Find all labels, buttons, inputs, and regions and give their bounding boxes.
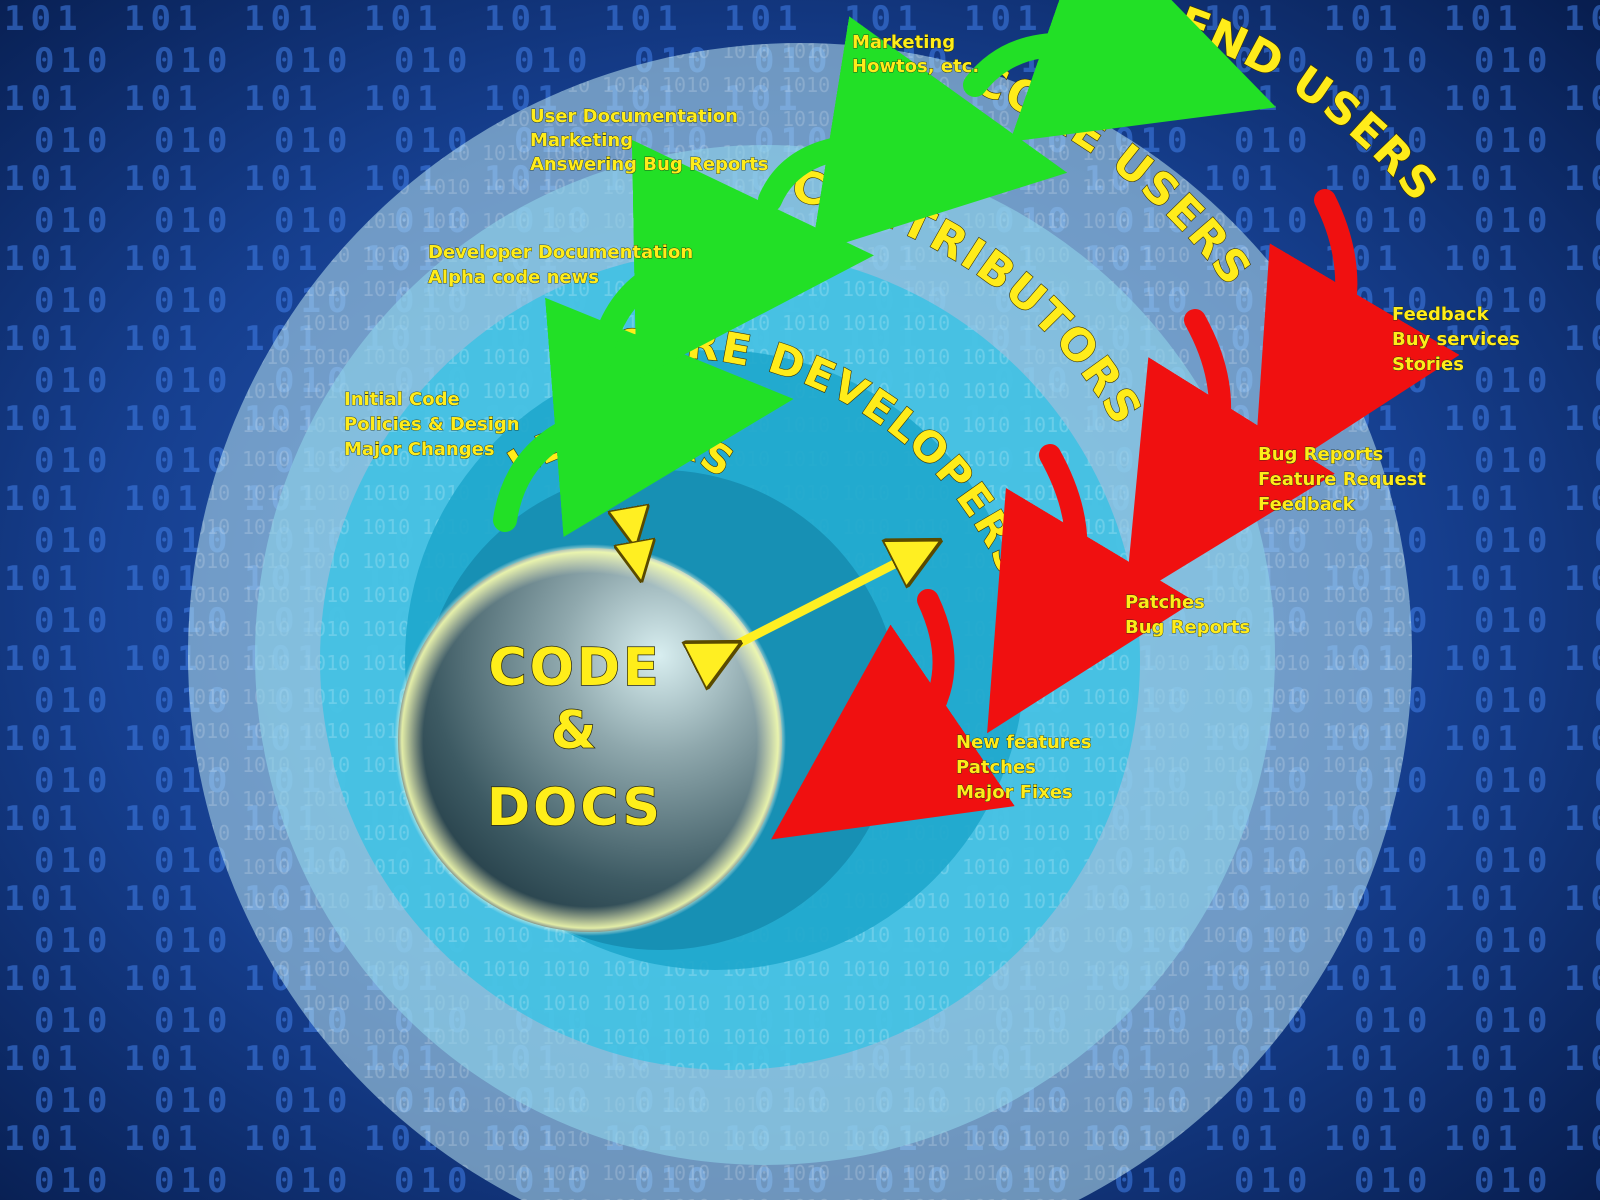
core-line-ampersand: & [551, 701, 599, 761]
core-line-code: CODE [488, 638, 661, 698]
note-line: Feature Request [1258, 469, 1426, 490]
note-line: Howtos, etc. [852, 56, 979, 77]
note-line: Feedback [1258, 494, 1356, 515]
note-line: Major Fixes [956, 782, 1073, 803]
note-line: Developer Documentation [428, 242, 693, 263]
note-line: Alpha code news [428, 267, 599, 288]
note-line: Answering Bug Reports [530, 154, 769, 175]
note-line: User Documentation [530, 106, 738, 127]
red-curved-arrow-icon [1253, 189, 1460, 489]
note-line: Patches [956, 757, 1036, 778]
red-curved-arrow-icon [987, 444, 1195, 734]
note-core-developers-to-leaders: New features Patches Major Fixes [956, 732, 1092, 804]
green-curved-arrow-icon [588, 139, 874, 380]
note-end-users-to-core-users: Feedback Buy services Stories [1392, 304, 1521, 376]
note-core-users-to-end-users: Marketing Howtos, etc. [852, 32, 980, 78]
note-line: Stories [1392, 354, 1464, 375]
note-line: Patches [1125, 592, 1205, 613]
red-curved-arrow-icon [1125, 309, 1335, 602]
core-line-docs: DOCS [487, 778, 663, 838]
note-line: New features [956, 732, 1092, 753]
note-line: Feedback [1392, 304, 1490, 325]
note-contributors-to-core-users: User Documentation Marketing Answering B… [530, 106, 769, 176]
note-line: Marketing [530, 130, 633, 151]
green-curved-arrow-icon [963, 0, 1277, 142]
note-line: Initial Code [344, 389, 460, 410]
note-core-developers-to-contributors: Developer Documentation Alpha code news [428, 242, 694, 289]
red-curved-arrow-icon [771, 589, 1015, 840]
note-line: Marketing [852, 32, 955, 53]
green-curved-arrow-icon [493, 297, 794, 538]
note-line: Major Changes [344, 439, 495, 460]
note-line: Bug Reports [1125, 617, 1250, 638]
note-line: Policies & Design [344, 414, 520, 435]
green-curved-arrow-icon [758, 16, 1068, 254]
note-leaders-to-core-developers: Initial Code Policies & Design Major Cha… [344, 389, 520, 461]
yellow-double-arrow-icon [718, 552, 918, 654]
note-contributors-to-core-developers: Patches Bug Reports [1125, 592, 1251, 639]
note-core-users-to-contributors: Bug Reports Feature Request Feedback [1258, 444, 1427, 516]
note-line: Bug Reports [1258, 444, 1383, 465]
note-line: Buy services [1392, 329, 1520, 350]
